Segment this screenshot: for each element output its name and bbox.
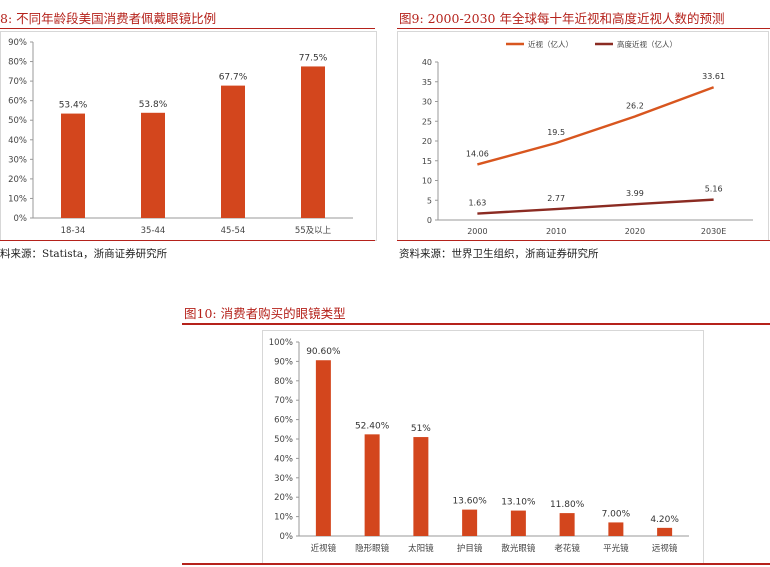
- y-tick-label: 30%: [274, 474, 293, 484]
- data-label: 13.10%: [501, 498, 536, 508]
- y-tick-label: 80%: [8, 58, 27, 68]
- x-tick-label: 散光眼镜: [501, 543, 536, 554]
- series-line: [477, 198, 714, 215]
- data-label: 14.06: [466, 149, 489, 158]
- left-chart-title: 8: 不同年龄段美国消费者佩戴眼镜比例: [0, 11, 217, 26]
- y-tick-label: 20%: [274, 493, 293, 503]
- y-tick-label: 15: [422, 157, 432, 166]
- y-tick-label: 40: [422, 58, 432, 67]
- x-tick-label: 老花镜: [554, 543, 580, 554]
- legend-label: 近视（亿人）: [528, 39, 573, 49]
- x-tick-label: 2030E: [701, 227, 726, 236]
- data-label: 7.00%: [602, 509, 631, 519]
- right-source-note: 资料来源：世界卫生组织，浙商证券研究所: [399, 248, 599, 260]
- right-chart-title: 图9: 2000-2030 年全球每十年近视和高度近视人数的预测: [399, 11, 725, 26]
- y-tick-label: 50%: [274, 435, 293, 445]
- data-label: 4.20%: [650, 515, 679, 525]
- data-label: 33.61: [702, 72, 725, 81]
- x-tick-label: 2000: [467, 227, 487, 236]
- x-tick-label: 45-54: [221, 226, 246, 236]
- data-label: 13.60%: [452, 497, 487, 507]
- x-tick-label: 护目镜: [457, 543, 483, 554]
- y-tick-label: 30%: [8, 155, 27, 165]
- bar: [364, 434, 380, 536]
- y-tick-label: 20%: [8, 175, 27, 185]
- y-tick-label: 25: [422, 117, 432, 126]
- x-tick-label: 35-44: [141, 226, 166, 236]
- bar: [221, 85, 245, 218]
- data-label: 1.63: [468, 199, 486, 208]
- data-label: 51%: [411, 424, 431, 434]
- x-tick-label: 55及以上: [295, 226, 332, 236]
- data-label: 5.16: [705, 185, 723, 194]
- bar: [301, 66, 325, 218]
- age-bar-chart: 0% 10% 20% 30% 40% 50% 60% 70% 80% 90% 53.4% 18-34 5…: [8, 38, 353, 236]
- x-tick-label: 18-34: [61, 226, 86, 236]
- x-tick-label: 太阳镜: [408, 543, 434, 554]
- series-line: [477, 86, 715, 166]
- y-tick-label: 35: [422, 78, 432, 87]
- data-label: 26.2: [626, 102, 644, 111]
- x-tick-label: 平光镜: [603, 543, 629, 554]
- x-tick-label: 近视镜: [311, 543, 337, 554]
- data-label: 3.99: [626, 189, 644, 198]
- x-tick-label: 隐形眼镜: [355, 543, 390, 554]
- data-label: 19.5: [547, 128, 565, 137]
- y-tick-label: 20: [422, 137, 432, 146]
- bar: [462, 509, 478, 536]
- data-label: 77.5%: [299, 53, 328, 63]
- right-bottom-rule: [397, 240, 770, 241]
- y-tick-label: 70%: [274, 396, 293, 406]
- bar: [510, 510, 526, 536]
- left-title-rule: [0, 28, 375, 29]
- bottom-title-rule: [182, 323, 770, 325]
- bar: [315, 360, 331, 536]
- bar: [413, 437, 429, 536]
- y-tick-label: 50%: [8, 116, 27, 126]
- bottom-chart-frame: 0% 10% 20% 30% 40% 50% 60% 70% 80% 90% 100% 90.60% 近…: [262, 330, 704, 564]
- y-tick-label: 10%: [274, 513, 293, 523]
- x-tick-label: 2020: [625, 227, 645, 236]
- y-tick-label: 60%: [274, 416, 293, 426]
- bottom-end-rule: [182, 563, 770, 565]
- y-tick-label: 0%: [14, 214, 28, 224]
- x-tick-label: 远视镜: [652, 543, 678, 554]
- glasses-type-bar-chart: 0% 10% 20% 30% 40% 50% 60% 70% 80% 90% 100% 90.60% 近…: [269, 338, 689, 554]
- y-tick-label: 5: [427, 196, 432, 205]
- y-tick-label: 40%: [274, 454, 293, 464]
- y-tick-label: 90%: [8, 38, 27, 48]
- data-label: 90.60%: [306, 347, 341, 357]
- data-label: 52.40%: [355, 421, 390, 431]
- myopia-line-chart: 0 5 10 15 20 25 30 35 40 2000 2010 2020 2030E 14.06 19…: [422, 39, 753, 236]
- y-tick-label: 90%: [274, 357, 293, 367]
- bar: [141, 112, 165, 218]
- data-label: 11.80%: [550, 500, 585, 510]
- y-tick-label: 0%: [280, 532, 294, 542]
- bar: [61, 113, 85, 218]
- y-tick-label: 30: [422, 98, 432, 107]
- bar: [559, 513, 575, 536]
- y-tick-label: 40%: [8, 136, 27, 146]
- y-tick-label: 100%: [269, 338, 293, 348]
- y-tick-label: 0: [427, 216, 432, 225]
- data-label: 53.8%: [139, 100, 168, 110]
- bar: [657, 527, 673, 536]
- left-bottom-rule: [0, 240, 375, 241]
- data-label: 67.7%: [219, 73, 248, 83]
- legend-label: 高度近视（亿人）: [617, 39, 677, 49]
- left-source-note: 料来源：Statista，浙商证券研究所: [0, 248, 168, 260]
- data-label: 2.77: [547, 194, 565, 203]
- bottom-chart-title: 图10: 消费者购买的眼镜类型: [184, 306, 346, 321]
- right-title-rule: [397, 28, 770, 29]
- data-label: 53.4%: [59, 101, 88, 111]
- left-chart-frame: 0% 10% 20% 30% 40% 50% 60% 70% 80% 90% 53.4% 18-34 5…: [0, 31, 377, 241]
- y-tick-label: 70%: [8, 77, 27, 87]
- right-chart-frame: 0 5 10 15 20 25 30 35 40 2000 2010 2020 2030E 14.06 19…: [397, 31, 769, 241]
- x-tick-label: 2010: [546, 227, 566, 236]
- y-tick-label: 80%: [274, 377, 293, 387]
- y-tick-label: 10: [422, 177, 432, 186]
- y-tick-label: 60%: [8, 97, 27, 107]
- y-tick-label: 10%: [8, 194, 27, 204]
- bar: [608, 522, 624, 536]
